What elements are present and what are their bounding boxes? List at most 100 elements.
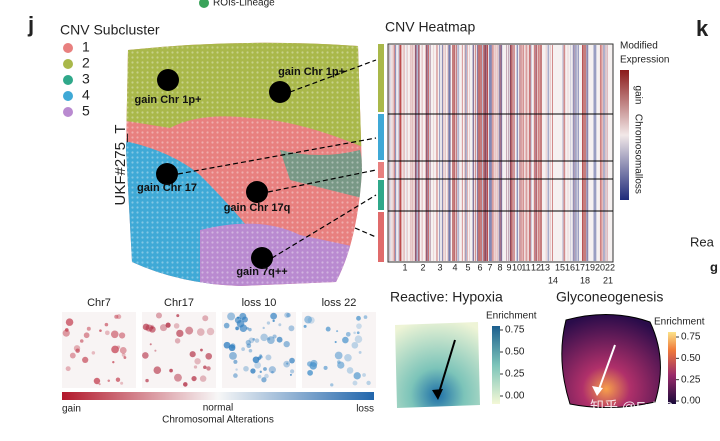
map-spot	[289, 373, 292, 376]
hypoxia-map	[395, 322, 480, 408]
map-spot	[199, 375, 207, 382]
map-spot	[283, 360, 291, 368]
watermark: 知乎 @Evil Genius	[590, 399, 707, 415]
map-spot	[120, 381, 124, 385]
spatial-map	[126, 42, 362, 286]
map-spot	[104, 322, 109, 327]
legend-dot	[199, 0, 209, 8]
map-spot	[79, 339, 84, 343]
scale-label: loss	[632, 176, 643, 194]
tick-label: 0.25	[681, 374, 701, 385]
map-spot	[266, 336, 275, 345]
cluster-lines	[388, 113, 613, 212]
map-title: loss 22	[322, 297, 357, 309]
legend-swatch	[63, 43, 73, 53]
map-spot	[276, 336, 283, 343]
map-spot	[110, 330, 119, 339]
map-spot	[65, 318, 74, 326]
legend-swatch	[63, 91, 73, 101]
chromosome-label: 1	[402, 262, 407, 272]
map-spot	[154, 349, 157, 352]
map-spot	[270, 312, 278, 320]
map-spot	[185, 326, 194, 335]
chromosome-label: 2	[420, 262, 425, 272]
map-spot	[353, 372, 361, 380]
map-spot	[160, 324, 168, 332]
map-spot	[362, 373, 366, 377]
map-spot	[353, 331, 356, 335]
map-spot	[334, 340, 337, 344]
map-spot	[93, 377, 101, 385]
chromosome-label: 5	[465, 262, 470, 272]
spot	[269, 81, 291, 103]
top-legend: ROIs-Lineage	[213, 0, 275, 9]
tick-label: 0.00	[505, 391, 525, 402]
legend-label: 2	[82, 55, 90, 71]
map-spot	[174, 338, 181, 344]
legend-label: 5	[82, 103, 90, 119]
stripe	[452, 45, 455, 261]
cluster-bar	[378, 44, 384, 262]
map-spot	[233, 373, 238, 378]
colorbar	[492, 326, 500, 404]
map-spot	[259, 355, 263, 359]
arrow	[597, 344, 616, 393]
map-spot	[205, 352, 213, 360]
connectors	[177, 59, 377, 259]
map-spot	[119, 346, 127, 354]
map-spot	[346, 367, 354, 374]
spot-label: gain Chr 1p+	[135, 94, 202, 106]
map-spot	[99, 329, 102, 332]
map-title: Chr7	[87, 297, 111, 309]
map-spot	[206, 327, 215, 336]
map-spot	[309, 362, 317, 370]
map-spot	[223, 341, 231, 349]
map-spot	[278, 323, 282, 327]
chromosome-label: 19	[585, 262, 595, 272]
scale-label: gain	[632, 86, 643, 105]
map-spot	[263, 367, 267, 371]
map-spot	[307, 369, 313, 376]
map-spot	[203, 365, 207, 370]
map-spot	[202, 315, 209, 322]
map-spot	[334, 351, 343, 360]
map-spot	[223, 322, 230, 329]
map-spot	[228, 344, 236, 352]
map-title: loss 10	[242, 297, 277, 309]
chromosome-label: 6	[477, 262, 482, 272]
map-spot	[248, 327, 252, 332]
map-spot	[351, 341, 359, 349]
legend-label: 3	[82, 71, 90, 87]
map-spot	[227, 312, 236, 321]
map-spot	[356, 331, 360, 335]
map-spot	[174, 373, 182, 382]
map-spot	[65, 366, 71, 372]
spot	[246, 181, 268, 203]
stripe	[582, 45, 586, 261]
map-spot	[189, 351, 196, 358]
cut-text: Rea	[690, 234, 715, 249]
map-spot	[229, 352, 237, 360]
colorbar-title: Enrichment	[654, 317, 705, 328]
map-spot	[121, 352, 126, 357]
map-spot	[366, 380, 371, 386]
spot	[157, 69, 179, 91]
chromosome-label: 15	[555, 262, 565, 272]
map-spot	[233, 359, 238, 364]
map-spot	[196, 328, 205, 336]
tick-label: 0.75	[681, 332, 701, 343]
gluconeogenesis-map	[561, 314, 661, 409]
map-spot	[254, 338, 260, 343]
small-maps: Chr7 Chr17 loss 10 loss 22	[62, 297, 376, 388]
map-spot	[288, 325, 295, 332]
map-spot	[123, 356, 127, 359]
tick-label: 0.25	[505, 369, 525, 380]
spots: gain Chr 1p+ gain Chr 1p+ gain Chr 17 gain …	[135, 66, 345, 278]
alteration-scale	[62, 392, 374, 400]
arrow-head	[592, 386, 603, 396]
map-spot	[62, 329, 70, 337]
scale-label: gain	[62, 404, 81, 415]
chromosome-label: 10	[512, 262, 522, 272]
